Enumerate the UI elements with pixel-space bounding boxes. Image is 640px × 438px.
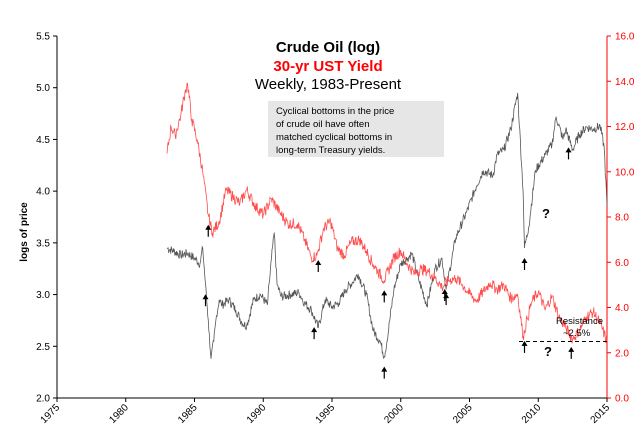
left-tick-label: 4.0 [36,187,50,198]
series-layer [166,82,608,360]
up-arrow-icon [521,340,528,353]
right-tick-label: 14.0 [615,77,635,88]
up-arrow-icon [202,294,209,307]
up-arrow-icon [381,290,388,303]
annotation-line-4: long-term Treasury yields. [276,145,385,156]
left-tick-label: 2.5 [36,342,50,353]
x-tick-label: 1980 [107,402,131,426]
x-tick-label: 1995 [314,402,338,426]
left-tick-label: 2.0 [36,394,50,405]
annotation-box: Cyclical bottoms in the price of crude o… [268,101,444,157]
left-tick-label: 5.5 [36,32,50,43]
x-tick-label: 1985 [176,402,200,426]
x-tick-label: 2015 [589,402,613,426]
x-tick-label: 1975 [39,402,63,426]
annotation-box-bg [268,101,444,157]
left-tick-label: 4.5 [36,135,50,146]
annotation-line-3: matched cyclical bottoms in [276,132,392,143]
up-arrow-icon [205,224,212,237]
question-mark-oil: ? [542,206,550,221]
up-arrow-icon [565,147,572,160]
right-tick-label: 2.0 [615,348,629,359]
up-arrow-icon [315,260,322,273]
chart-title: Crude Oil (log) [276,39,380,56]
crude-oil-line [166,92,608,360]
chart-subtitle-yield: 30-yr UST Yield [273,58,382,75]
resistance-value-label: ~2.5% [563,328,591,339]
resistance-label: Resistance [556,316,603,327]
x-tick-label: 2010 [520,402,544,426]
y-axis-label: logs of price [19,202,30,262]
right-tick-label: 6.0 [615,258,629,269]
right-tick-label: 16.0 [615,32,635,43]
x-tick-label: 1990 [245,402,269,426]
left-tick-label: 3.0 [36,290,50,301]
ust-yield-line [166,82,608,344]
right-tick-label: 4.0 [615,303,629,314]
up-arrow-icon [568,346,575,359]
annotation-line-2: of crude oil have often [276,119,369,130]
right-tick-label: 8.0 [615,213,629,224]
up-arrow-icon [311,327,318,340]
left-tick-label: 5.0 [36,83,50,94]
right-tick-label: 10.0 [615,167,635,178]
x-tick-label: 2005 [451,402,475,426]
arrow-layer [202,147,575,379]
right-tick-label: 12.0 [615,122,635,133]
question-mark-yield: ? [544,344,552,359]
up-arrow-icon [381,366,388,379]
up-arrow-icon [443,293,450,306]
x-tick-label: 2000 [382,402,406,426]
right-tick-label: 0.0 [615,394,629,405]
chart-subtitle: Weekly, 1983-Present [255,76,402,93]
left-tick-label: 3.5 [36,238,50,249]
up-arrow-icon [521,258,528,271]
annotation-line-1: Cyclical bottoms in the price [276,106,394,117]
